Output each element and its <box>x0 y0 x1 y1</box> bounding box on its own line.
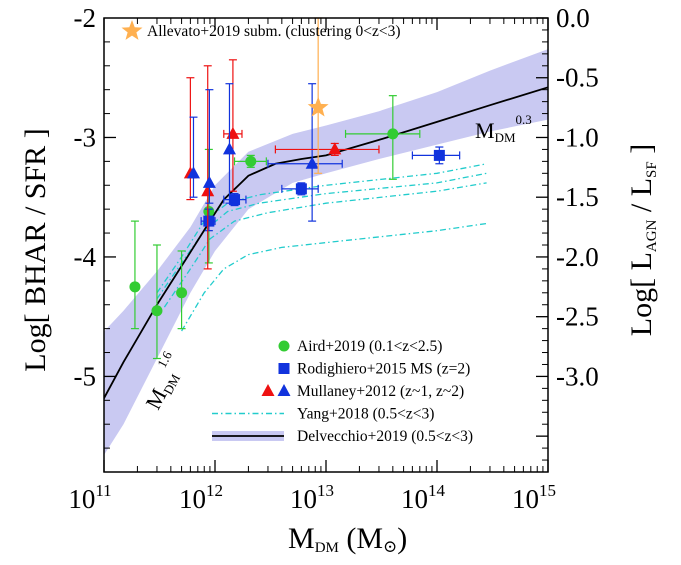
mullaney-marker-3 <box>201 184 215 197</box>
legend-marker <box>278 340 290 352</box>
y-left-tick-label: -3 <box>74 122 97 152</box>
x-tick-label: 1015 <box>512 481 556 514</box>
allevato-label: Allevato+2019 subm. (clustering 0<z<3) <box>147 23 401 40</box>
mullaney-marker-4 <box>202 175 216 188</box>
slope-low-sup: 1.6 <box>154 348 175 370</box>
yang-line-4 <box>181 222 487 332</box>
x-tick-label: 1014 <box>401 481 446 514</box>
rodighiero-marker-3 <box>295 183 307 195</box>
legend-entry-1: Aird+2019 (0.1<z<2.5) <box>278 338 442 355</box>
allevato-annotation: Allevato+2019 subm. (clustering 0<z<3) <box>121 20 401 40</box>
legend-entry-2: Rodighiero+2015 MS (z=2) <box>278 361 470 378</box>
y-right-tick-label: -2.5 <box>556 302 599 332</box>
legend-label: Yang+2018 (0.5<z<3) <box>297 406 434 423</box>
y-axis-right-title: Log[ LAGN / LSF ] <box>625 144 660 337</box>
delvecchio-confidence-band <box>104 49 548 455</box>
aird-marker-2 <box>151 305 163 317</box>
yang-line-3 <box>163 182 487 308</box>
delvecchio-line <box>104 86 548 401</box>
legend-marker <box>278 363 290 374</box>
legend-label: Rodighiero+2015 MS (z=2) <box>297 361 470 378</box>
aird-marker-1 <box>129 281 141 293</box>
mullaney-point-1-errorbar <box>186 77 195 201</box>
aird-marker-6 <box>387 128 399 140</box>
mullaney-marker-7 <box>305 156 319 169</box>
mullaney-marker-6 <box>222 142 236 155</box>
aird-point-2-errorbar <box>152 244 161 360</box>
mullaney-point-2-errorbar <box>189 116 198 198</box>
y-right-tick-label: -2.0 <box>556 242 599 272</box>
x-tick-label: 1012 <box>179 481 223 514</box>
yang-line-2 <box>156 172 487 300</box>
y-left-tick-label: -2 <box>74 3 97 33</box>
legend-label: Delvecchio+2019 (0.5<z<3) <box>297 428 473 445</box>
mullaney-point-3-errorbar <box>203 65 212 270</box>
legend-label: Aird+2019 (0.1<z<2.5) <box>297 338 442 355</box>
ticks-layer: 1011 1012 1013 1014 1015 -5 -4 -3 -2 -3.0 -2.5 -2.0… <box>68 3 598 514</box>
legend-entry-5: Delvecchio+2019 (0.5<z<3) <box>212 428 473 445</box>
legend-marker-blue <box>277 384 291 396</box>
x-axis-title: MDM (M⊙) <box>288 522 407 556</box>
mullaney-marker-8 <box>328 142 342 155</box>
y-left-tick-label: -4 <box>74 242 97 272</box>
legend-marker-red <box>261 384 275 396</box>
rodighiero-marker-2 <box>229 194 241 206</box>
x-tick-label: 1013 <box>290 481 334 514</box>
y-right-tick-label: 0.0 <box>556 3 590 33</box>
mullaney-marker-2 <box>186 166 200 179</box>
data-points-layer <box>129 17 461 360</box>
y-right-tick-label: -0.5 <box>556 63 599 93</box>
slope-high-sup: 0.3 <box>516 112 532 127</box>
aird-point-1-errorbar <box>130 220 139 330</box>
legend-entry-4: Yang+2018 (0.5<z<3) <box>212 406 434 423</box>
legend: Aird+2019 (0.1<z<2.5) Rodighiero+2015 MS … <box>212 338 473 445</box>
y-right-tick-label: -1.5 <box>556 182 599 212</box>
y-axis-left-title: Log[ BHAR / SFR ] <box>19 128 52 371</box>
slope-label-high: MDM0.3 <box>475 112 532 145</box>
y-left-tick-label: -5 <box>74 361 97 391</box>
y-right-tick-label: -1.0 <box>556 122 599 152</box>
y-right-tick-label: -3.0 <box>556 361 599 391</box>
legend-label: Mullaney+2012 (z~1, z~2) <box>297 383 464 400</box>
allevato-star-icon <box>121 20 143 40</box>
slope-high-sub: DM <box>495 130 516 145</box>
rodighiero-marker-1 <box>203 215 215 227</box>
slope-high-base: M <box>475 118 495 143</box>
aird-marker-5 <box>245 155 257 167</box>
delvecchio-band-layer <box>104 49 548 455</box>
aird-marker-3 <box>176 287 188 299</box>
mullaney-marker-5 <box>226 126 240 139</box>
legend-entry-3: Mullaney+2012 (z~1, z~2) <box>261 383 464 400</box>
x-tick-label: 1011 <box>68 481 111 514</box>
allevato-marker-1 <box>307 96 329 117</box>
rodighiero-marker-4 <box>433 149 445 161</box>
svg-text:MDM0.3: MDM0.3 <box>475 112 532 145</box>
